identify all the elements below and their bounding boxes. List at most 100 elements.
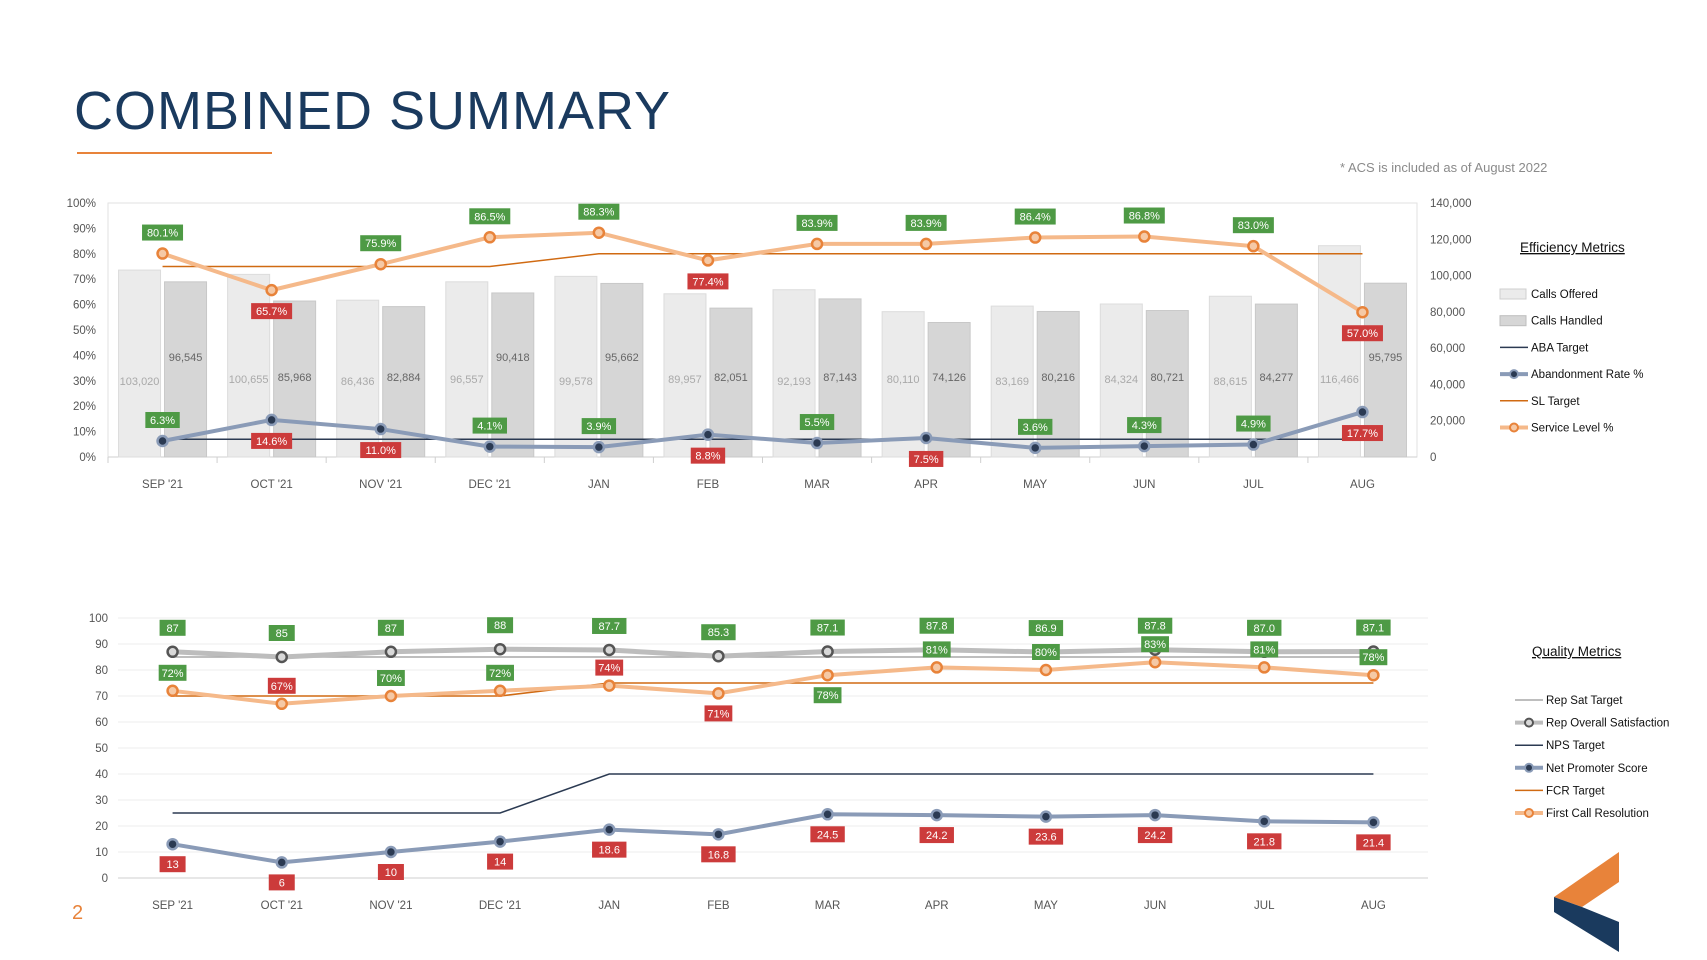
left-axis-tick: 100% [67,198,96,210]
label-net-promoter-score-box [919,827,954,844]
label-net-promoter-score-box [701,846,736,863]
label-first-call-resolution-box [1032,644,1060,660]
y-axis-tick: 90 [95,639,108,651]
label-rep-satisfaction: 87.0 [1247,619,1282,636]
point-service-level [1247,239,1260,253]
label-rep-satisfaction-text: 87.7 [599,621,620,633]
line-abandonment-rate [162,410,1364,450]
bar-label-calls-offered: 83,169 [995,376,1029,388]
point-abandonment-rate [701,428,715,441]
label-rep-satisfaction: 86.9 [1028,620,1064,637]
label-service-level-box [905,214,947,231]
label-service-level-box [1014,208,1056,225]
label-rep-satisfaction: 87.8 [1137,617,1173,634]
point-net-promoter-score [821,808,834,821]
label-first-call-resolution-text: 83% [1144,639,1166,651]
label-rep-satisfaction-box [159,619,186,636]
legend-marker [1524,762,1534,773]
legend-label: Rep Sat Target [1546,695,1623,707]
category-label: OCT '21 [261,900,303,912]
label-net-promoter-score-box [487,853,514,870]
legend-swatch [1499,288,1527,300]
line-rep-satisfaction [172,646,1374,660]
point-first-call-resolution [1148,655,1162,669]
label-service-level-box [687,273,729,290]
bar-label-calls-handled: 96,545 [169,352,203,364]
label-first-call-resolution: 78% [813,687,842,704]
category-label: NOV '21 [369,900,412,912]
label-abandonment-rate-box [472,417,507,434]
bar-label-calls-handled: 80,721 [1150,372,1184,384]
label-service-level: 86.4% [1014,208,1056,225]
bar-label-calls-handled: 85,968 [278,372,312,384]
label-net-promoter-score-text: 14 [494,857,506,869]
point-net-promoter-score [712,828,725,841]
legend-label: First Call Resolution [1546,808,1649,820]
category-label: OCT '21 [251,479,293,491]
left-axis-tick: 70% [73,274,96,286]
label-rep-satisfaction-text: 87 [385,623,397,635]
bar-label-calls-offered: 103,020 [120,376,160,388]
label-rep-satisfaction: 88 [487,617,514,634]
label-first-call-resolution-box [158,664,187,681]
category-label: JAN [588,479,610,491]
label-abandonment-rate-text: 6.3% [150,415,175,427]
label-rep-satisfaction-box [701,624,736,641]
category-label: DEC '21 [469,479,511,491]
point-net-promoter-score [1148,808,1162,822]
bar-label-calls-handled: 95,795 [1369,352,1403,364]
label-rep-satisfaction-box [1247,619,1282,636]
label-rep-satisfaction: 87.8 [919,617,954,634]
y-axis-tick: 80 [95,665,108,677]
title-underline [77,152,272,154]
label-rep-satisfaction-text: 87.8 [1144,621,1165,633]
label-service-level-text: 83.9% [911,218,942,230]
left-axis-tick: 40% [73,350,96,362]
bar-label-calls-offered: 116,466 [1320,374,1359,386]
label-net-promoter-score-text: 18.6 [599,845,620,857]
label-rep-satisfaction: 85.3 [701,624,736,641]
bar-label-calls-offered: 96,557 [450,374,484,386]
legend-title-quality: Quality Metrics [1532,644,1622,659]
label-service-level: 86.5% [469,208,511,225]
legend-marker [1524,717,1534,728]
label-net-promoter-score: 21.4 [1356,834,1391,851]
label-net-promoter-score-text: 16.8 [708,849,729,861]
point-first-call-resolution [930,661,943,674]
right-axis-tick: 20,000 [1430,416,1465,428]
label-net-promoter-score-box [592,841,627,858]
point-abandonment-rate [1028,441,1042,455]
bar-label-calls-handled: 87,143 [823,372,857,384]
label-first-call-resolution-text: 74% [598,663,620,675]
label-net-promoter-score: 21.8 [1247,833,1282,850]
point-service-level [1356,305,1369,319]
label-abandonment-rate-text: 11.0% [366,445,397,457]
label-service-level: 86.8% [1123,207,1165,224]
left-axis-tick: 80% [73,249,96,261]
label-rep-satisfaction-box [487,617,514,634]
left-axis-tick: 50% [73,325,96,337]
right-axis-tick: 120,000 [1430,234,1472,246]
legend-swatch [1499,315,1527,327]
legend-marker [1509,369,1519,380]
point-service-level [156,247,169,260]
label-first-call-resolution: 81% [922,641,951,658]
label-rep-satisfaction-text: 87.0 [1254,623,1275,635]
legend-marker [1524,808,1534,818]
label-net-promoter-score-box [1247,833,1282,850]
label-rep-satisfaction: 87.1 [810,619,845,636]
label-abandonment-rate: 3.9% [581,418,617,435]
label-rep-satisfaction-text: 85.3 [708,627,729,639]
label-abandonment-rate-box [251,432,293,449]
label-abandonment-rate: 17.7% [1341,425,1383,442]
bar-label-calls-handled: 84,277 [1260,372,1294,384]
efficiency-metrics-chart: 0% 10% 20% 30% 40% 50% 60% 70% 80% 90% 100% 0 20,000… [67,198,1644,491]
bar-label-calls-offered: 80,110 [887,374,920,386]
label-abandonment-rate-box [581,418,617,435]
label-rep-satisfaction-box [377,619,404,636]
label-first-call-resolution-text: 78% [1362,652,1384,664]
label-net-promoter-score: 23.6 [1028,828,1064,845]
category-label: JUN [1133,479,1155,491]
point-service-level [374,257,387,271]
